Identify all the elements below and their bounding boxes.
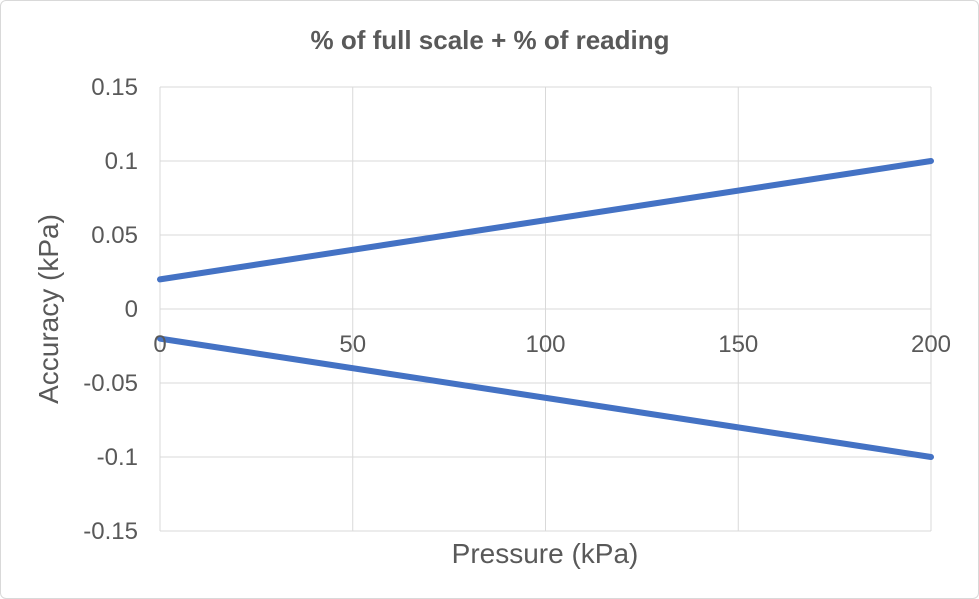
y-axis-label: Accuracy (kPa) [33, 214, 64, 404]
y-tick-label: -0.1 [97, 444, 138, 471]
y-tick-label: -0.05 [83, 370, 138, 397]
series-lines [157, 158, 934, 460]
x-tick-label: 100 [525, 331, 565, 358]
y-tick-label: 0.05 [91, 222, 138, 249]
x-tick-label: 150 [718, 331, 758, 358]
y-tick-label: 0 [125, 296, 138, 323]
x-axis-label: Pressure (kPa) [452, 538, 639, 569]
y-tick-label: -0.15 [83, 518, 138, 545]
series-line-1 [157, 158, 934, 283]
gridlines [159, 86, 932, 532]
y-tick-label: 0.15 [91, 74, 138, 101]
y-tick-label: 0.1 [105, 148, 138, 175]
x-tick-label: 0 [153, 331, 166, 358]
series-line-2 [157, 335, 934, 460]
tick-labels: 0 50 100 150 200 0.15 0.1 0.05 0 -0.05 -0.1 -0.15 [83, 74, 951, 545]
x-tick-label: 200 [911, 331, 951, 358]
chart-title: % of full scale + % of reading [310, 25, 669, 55]
x-tick-label: 50 [339, 331, 366, 358]
